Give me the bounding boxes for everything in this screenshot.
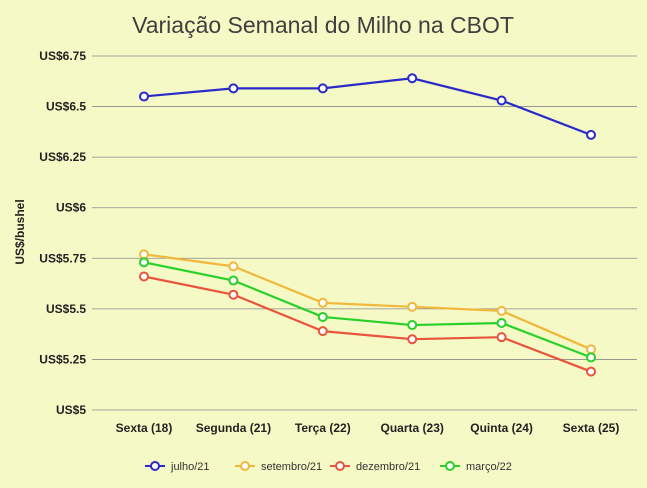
data-point — [228, 261, 239, 272]
legend-item: dezembro/21 — [330, 461, 420, 473]
legend-swatch-marker — [445, 461, 455, 471]
y-tick-label: US$5 — [56, 403, 86, 417]
data-point — [317, 326, 328, 337]
legend: julho/21 setembro/21 dezembro/21 março/22 — [145, 461, 512, 473]
series — [139, 73, 596, 140]
data-point — [586, 366, 596, 377]
data-point — [496, 95, 507, 106]
legend-label: setembro/21 — [261, 461, 322, 473]
data-point — [496, 332, 507, 343]
series-line — [143, 253, 592, 351]
chart-title: Variação Semanal do Milho na CBOT — [132, 12, 514, 38]
y-tick-label: US$5.75 — [39, 251, 86, 265]
x-tick-label: Quarta (23) — [381, 421, 444, 435]
data-point — [139, 91, 149, 102]
y-tick-label: US$6.25 — [39, 150, 86, 164]
legend-item: março/22 — [440, 461, 512, 473]
x-tick-label: Sexta (25) — [563, 421, 620, 435]
data-point — [496, 305, 507, 316]
y-tick-label: US$6.5 — [46, 100, 86, 114]
legend-swatch-marker — [150, 461, 160, 471]
x-tick-label: Segunda (21) — [196, 421, 271, 435]
data-point — [317, 297, 328, 308]
series-line — [143, 275, 592, 373]
x-tick-label: Terça (22) — [295, 421, 351, 435]
data-point — [228, 289, 239, 300]
legend-label: dezembro/21 — [356, 461, 420, 473]
x-tick-label: Sexta (18) — [116, 421, 173, 435]
legend-item: julho/21 — [145, 461, 210, 473]
y-tick-label: US$5.5 — [46, 302, 86, 316]
gridlines — [92, 55, 637, 411]
series — [139, 257, 596, 363]
legend-label: julho/21 — [170, 461, 210, 473]
data-point — [586, 352, 596, 363]
x-tick-label: Quinta (24) — [470, 421, 533, 435]
data-point — [407, 73, 418, 84]
data-point — [228, 83, 239, 94]
y-axis-label: US$/bushel — [13, 199, 27, 264]
legend-swatch-marker — [240, 461, 250, 471]
data-point — [317, 311, 328, 322]
data-point — [407, 320, 418, 331]
data-point — [139, 249, 149, 260]
legend-item: setembro/21 — [235, 461, 322, 473]
y-tick-label: US$6.75 — [39, 49, 86, 63]
y-tick-labels: US$5 US$5.25 US$5.5 US$5.75 US$6 US$6.25 US$6.… — [39, 49, 86, 417]
data-point — [228, 275, 239, 286]
data-point — [407, 334, 418, 345]
data-point — [139, 257, 149, 268]
series-line — [143, 77, 592, 136]
y-tick-label: US$5.25 — [39, 352, 86, 366]
data-point — [586, 344, 596, 355]
series — [139, 271, 596, 377]
data-point — [407, 301, 418, 312]
x-tick-labels: Sexta (18) Segunda (21) Terça (22) Quarta (… — [116, 421, 620, 435]
legend-swatch-marker — [335, 461, 345, 471]
series-line — [143, 261, 592, 359]
legend-label: março/22 — [466, 461, 512, 473]
data-point — [317, 83, 328, 94]
data-point — [139, 271, 149, 282]
series-lines — [139, 73, 596, 377]
data-point — [496, 318, 507, 329]
data-point — [586, 129, 596, 140]
series — [139, 249, 596, 355]
y-tick-label: US$6 — [56, 201, 86, 215]
